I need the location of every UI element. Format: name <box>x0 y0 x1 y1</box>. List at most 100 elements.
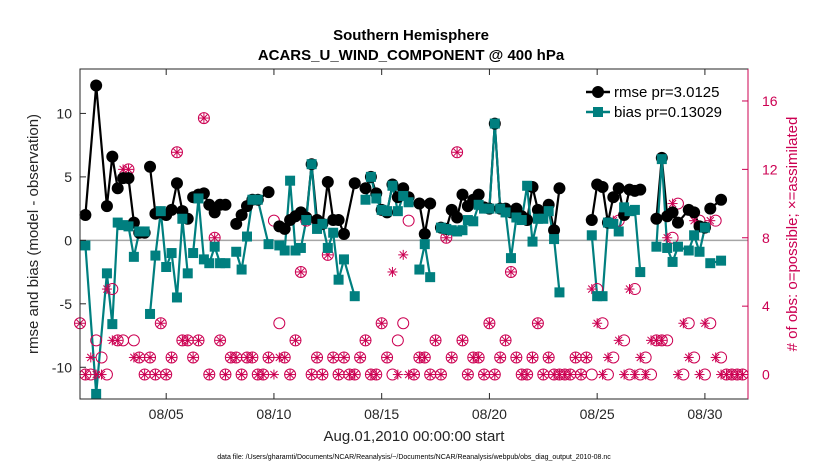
rmse-point <box>666 206 679 219</box>
obs-possible-marker <box>397 317 410 330</box>
rmse-point <box>596 181 609 194</box>
bias-point <box>252 194 263 205</box>
bias-point <box>312 223 323 234</box>
rmse-point <box>262 186 275 199</box>
obs-assimilated-marker <box>306 369 317 380</box>
obs-assimilated-marker <box>295 266 306 277</box>
obs-assimilated-marker <box>328 352 339 363</box>
rmse-point <box>332 214 345 227</box>
bias-point <box>220 258 231 269</box>
rmse-point <box>671 216 684 229</box>
bias-point <box>155 206 166 217</box>
rmse-point <box>219 198 232 211</box>
bias-point <box>123 221 134 232</box>
bias-point <box>161 262 172 272</box>
bias-point <box>592 291 603 302</box>
obs-assimilated-marker <box>80 369 91 380</box>
obs-assimilated-marker <box>349 369 360 380</box>
bias-point <box>419 239 430 250</box>
rmse-point <box>413 197 426 210</box>
obs-possible-marker <box>483 317 496 330</box>
obs-assimilated-marker <box>505 266 516 277</box>
rmse-point <box>607 191 620 204</box>
bias-point <box>145 308 156 319</box>
obs-possible-marker <box>445 351 458 364</box>
obs-assimilated-marker <box>597 369 608 380</box>
obs-assimilated-marker <box>672 369 683 380</box>
obs-assimilated-marker <box>586 284 597 295</box>
rmse-point <box>688 206 701 219</box>
obs-assimilated-marker <box>699 318 710 329</box>
rmse-point <box>634 183 647 196</box>
x-tick-label: 08/25 <box>580 406 615 422</box>
bias-point <box>629 204 640 215</box>
obs-assimilated-marker <box>500 335 511 346</box>
obs-markers <box>74 112 749 381</box>
obs-assimilated-marker <box>522 369 533 380</box>
obs-assimilated-marker <box>538 369 549 380</box>
bias-point <box>91 388 102 399</box>
obs-assimilated-marker <box>145 352 156 363</box>
bias-point <box>511 212 522 223</box>
obs-assimilated-marker <box>576 369 586 380</box>
bias-point <box>166 248 177 259</box>
bias-point <box>349 291 360 302</box>
obs-assimilated-marker <box>489 369 500 380</box>
y-axis-right: 0 4 8 12 16 <box>742 69 778 399</box>
bias-point <box>139 226 150 237</box>
bias-point <box>215 258 226 269</box>
obs-assimilated-marker <box>435 369 446 380</box>
obs-possible-marker <box>273 317 286 330</box>
obs-assimilated-marker <box>462 369 473 380</box>
obs-assimilated-marker <box>667 198 678 209</box>
obs-assimilated-marker <box>333 369 344 380</box>
bias-point <box>441 223 452 234</box>
rmse-point <box>106 150 119 163</box>
obs-possible-marker <box>284 368 297 381</box>
rmse-point <box>235 208 248 221</box>
bias-point <box>333 274 344 285</box>
y-tick-label: 10 <box>56 105 72 121</box>
obs-assimilated-marker <box>355 352 366 363</box>
bias-point <box>554 287 565 298</box>
obs-possible-marker <box>197 112 210 125</box>
obs-assimilated-marker <box>581 352 592 363</box>
bias-point <box>699 222 710 233</box>
obs-assimilated-marker <box>543 352 554 363</box>
x-tick-label: 08/30 <box>687 406 722 422</box>
obs-assimilated-marker <box>635 352 646 363</box>
bias-point <box>662 242 673 253</box>
obs-possible-marker <box>144 351 157 364</box>
bias-point <box>619 202 630 213</box>
bias-point <box>538 213 549 224</box>
bias-point <box>193 193 204 204</box>
bias-point <box>242 231 252 242</box>
bias-point <box>425 272 436 283</box>
obs-possible-marker <box>294 265 307 278</box>
bias-point <box>306 159 317 170</box>
obs-possible-marker <box>311 351 324 364</box>
obs-assimilated-marker <box>425 369 436 380</box>
y2-tick-label: 8 <box>762 230 770 246</box>
bias-point <box>387 180 398 191</box>
bias-point <box>177 213 188 224</box>
obs-assimilated-marker <box>247 352 258 363</box>
obs-assimilated-marker <box>565 369 576 380</box>
bias-point <box>392 206 403 217</box>
obs-possible-marker <box>170 146 183 159</box>
x-tick-label: 08/05 <box>149 406 184 422</box>
obs-assimilated-marker <box>360 335 371 346</box>
obs-possible-marker <box>354 351 367 364</box>
y2-tick-label: 0 <box>762 367 770 383</box>
rmse-point <box>165 203 178 216</box>
obs-assimilated-marker <box>150 369 161 380</box>
obs-possible-marker <box>316 368 329 381</box>
obs-possible-marker <box>510 351 523 364</box>
obs-possible-marker <box>456 334 469 347</box>
bias-point <box>473 199 484 210</box>
bias-point <box>371 193 382 204</box>
bias-point <box>635 267 646 278</box>
obs-assimilated-marker <box>101 284 112 295</box>
bias-point <box>462 215 473 226</box>
bias-point <box>543 206 554 217</box>
